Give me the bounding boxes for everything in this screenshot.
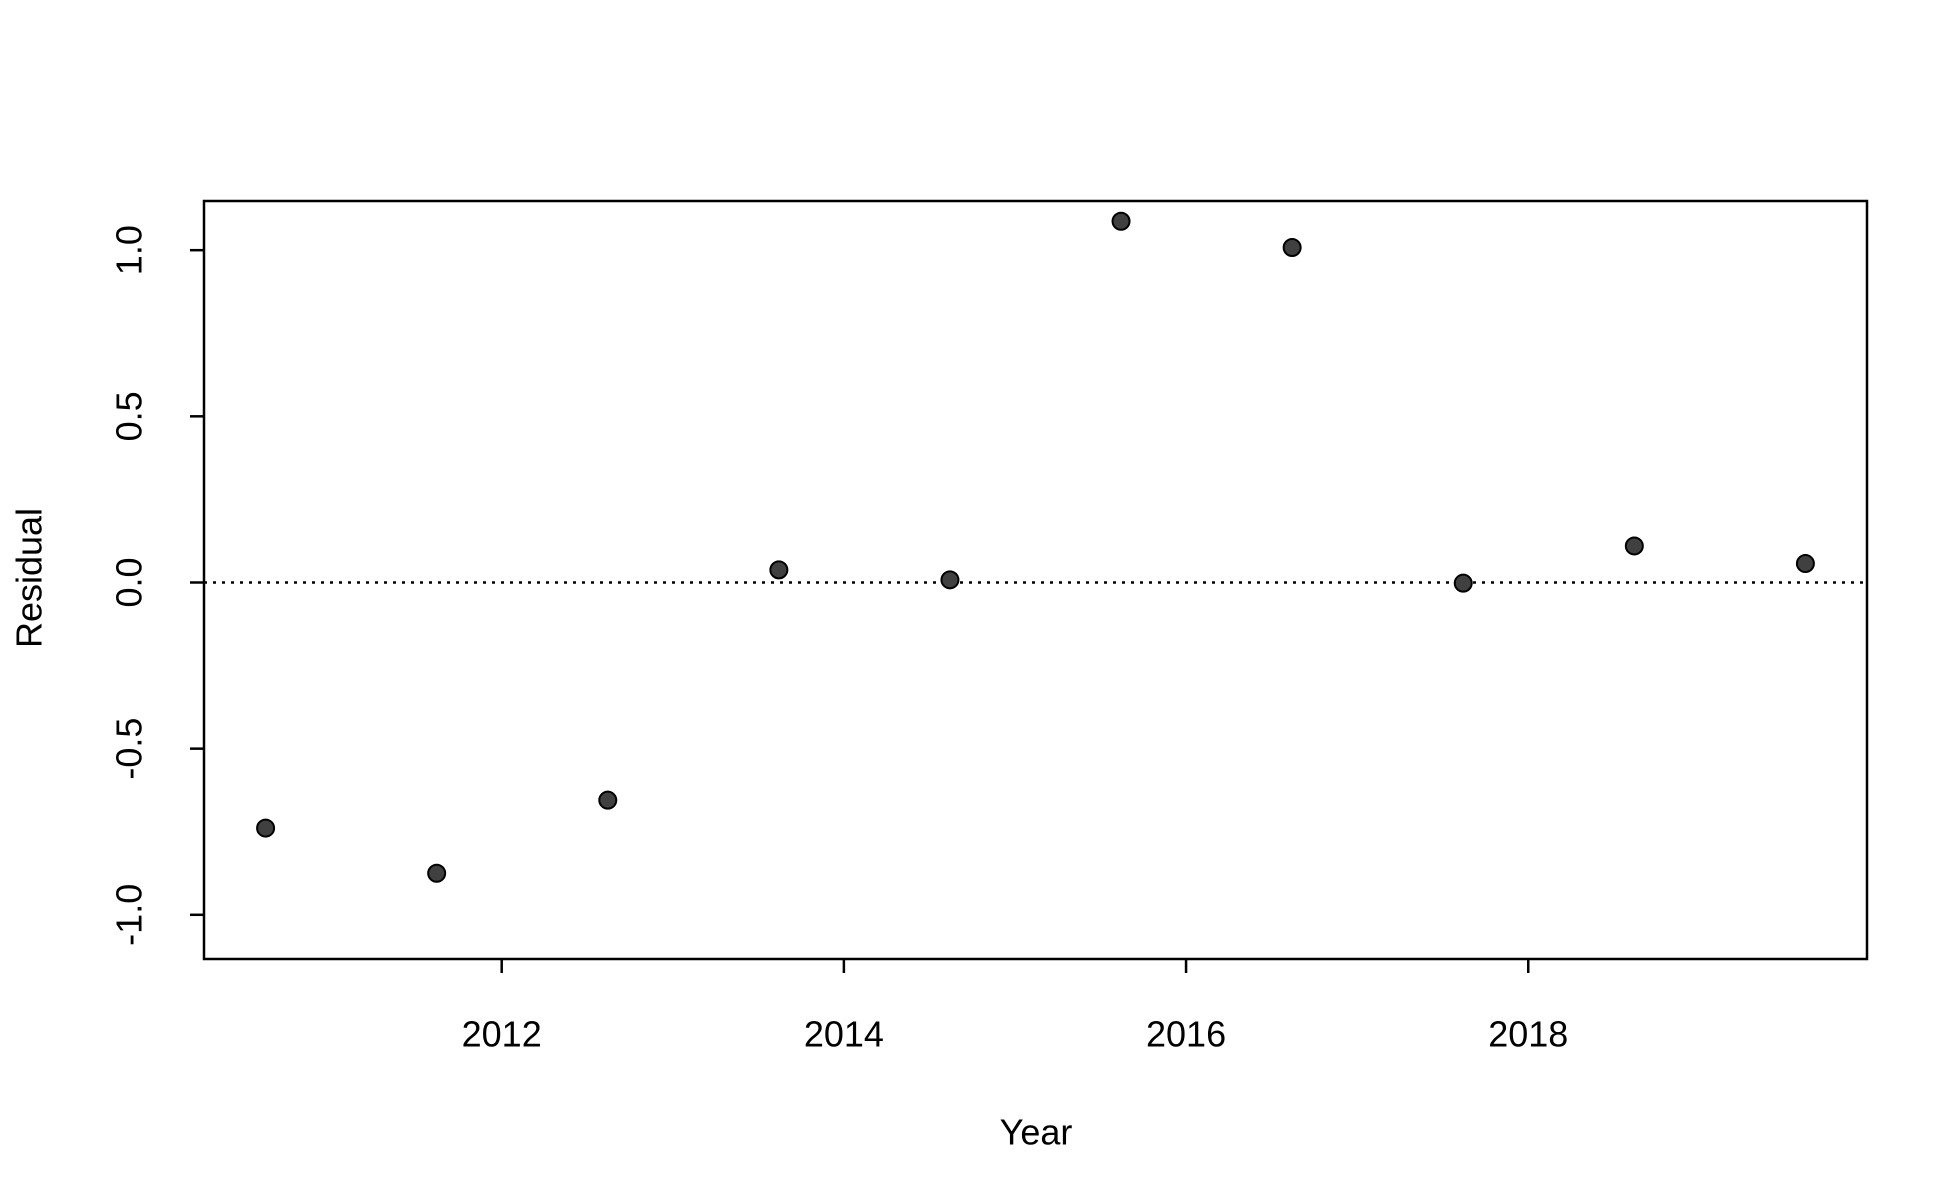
y-tick-label: 0.5 <box>109 391 150 441</box>
point <box>769 560 789 580</box>
point <box>1111 211 1131 231</box>
point <box>940 570 960 590</box>
y-tick-label: 0.0 <box>109 557 150 607</box>
y-tick-label: -0.5 <box>109 718 150 780</box>
x-axis-label: Year <box>1000 1112 1073 1153</box>
y-tick-label: -1.0 <box>109 884 150 946</box>
point <box>256 818 276 838</box>
x-tick-label: 2014 <box>804 1014 884 1055</box>
point <box>1453 573 1473 593</box>
x-tick-label: 2012 <box>462 1014 542 1055</box>
point <box>1795 554 1815 574</box>
plot-frame <box>202 199 1869 961</box>
x-tick-label: 2016 <box>1146 1014 1226 1055</box>
point <box>1282 238 1302 258</box>
point <box>1624 536 1644 556</box>
y-tick-label: 1.0 <box>109 225 150 275</box>
point <box>427 863 447 883</box>
y-axis-label: Residual <box>9 508 50 648</box>
point <box>598 790 618 810</box>
x-tick-label: 2018 <box>1488 1014 1568 1055</box>
